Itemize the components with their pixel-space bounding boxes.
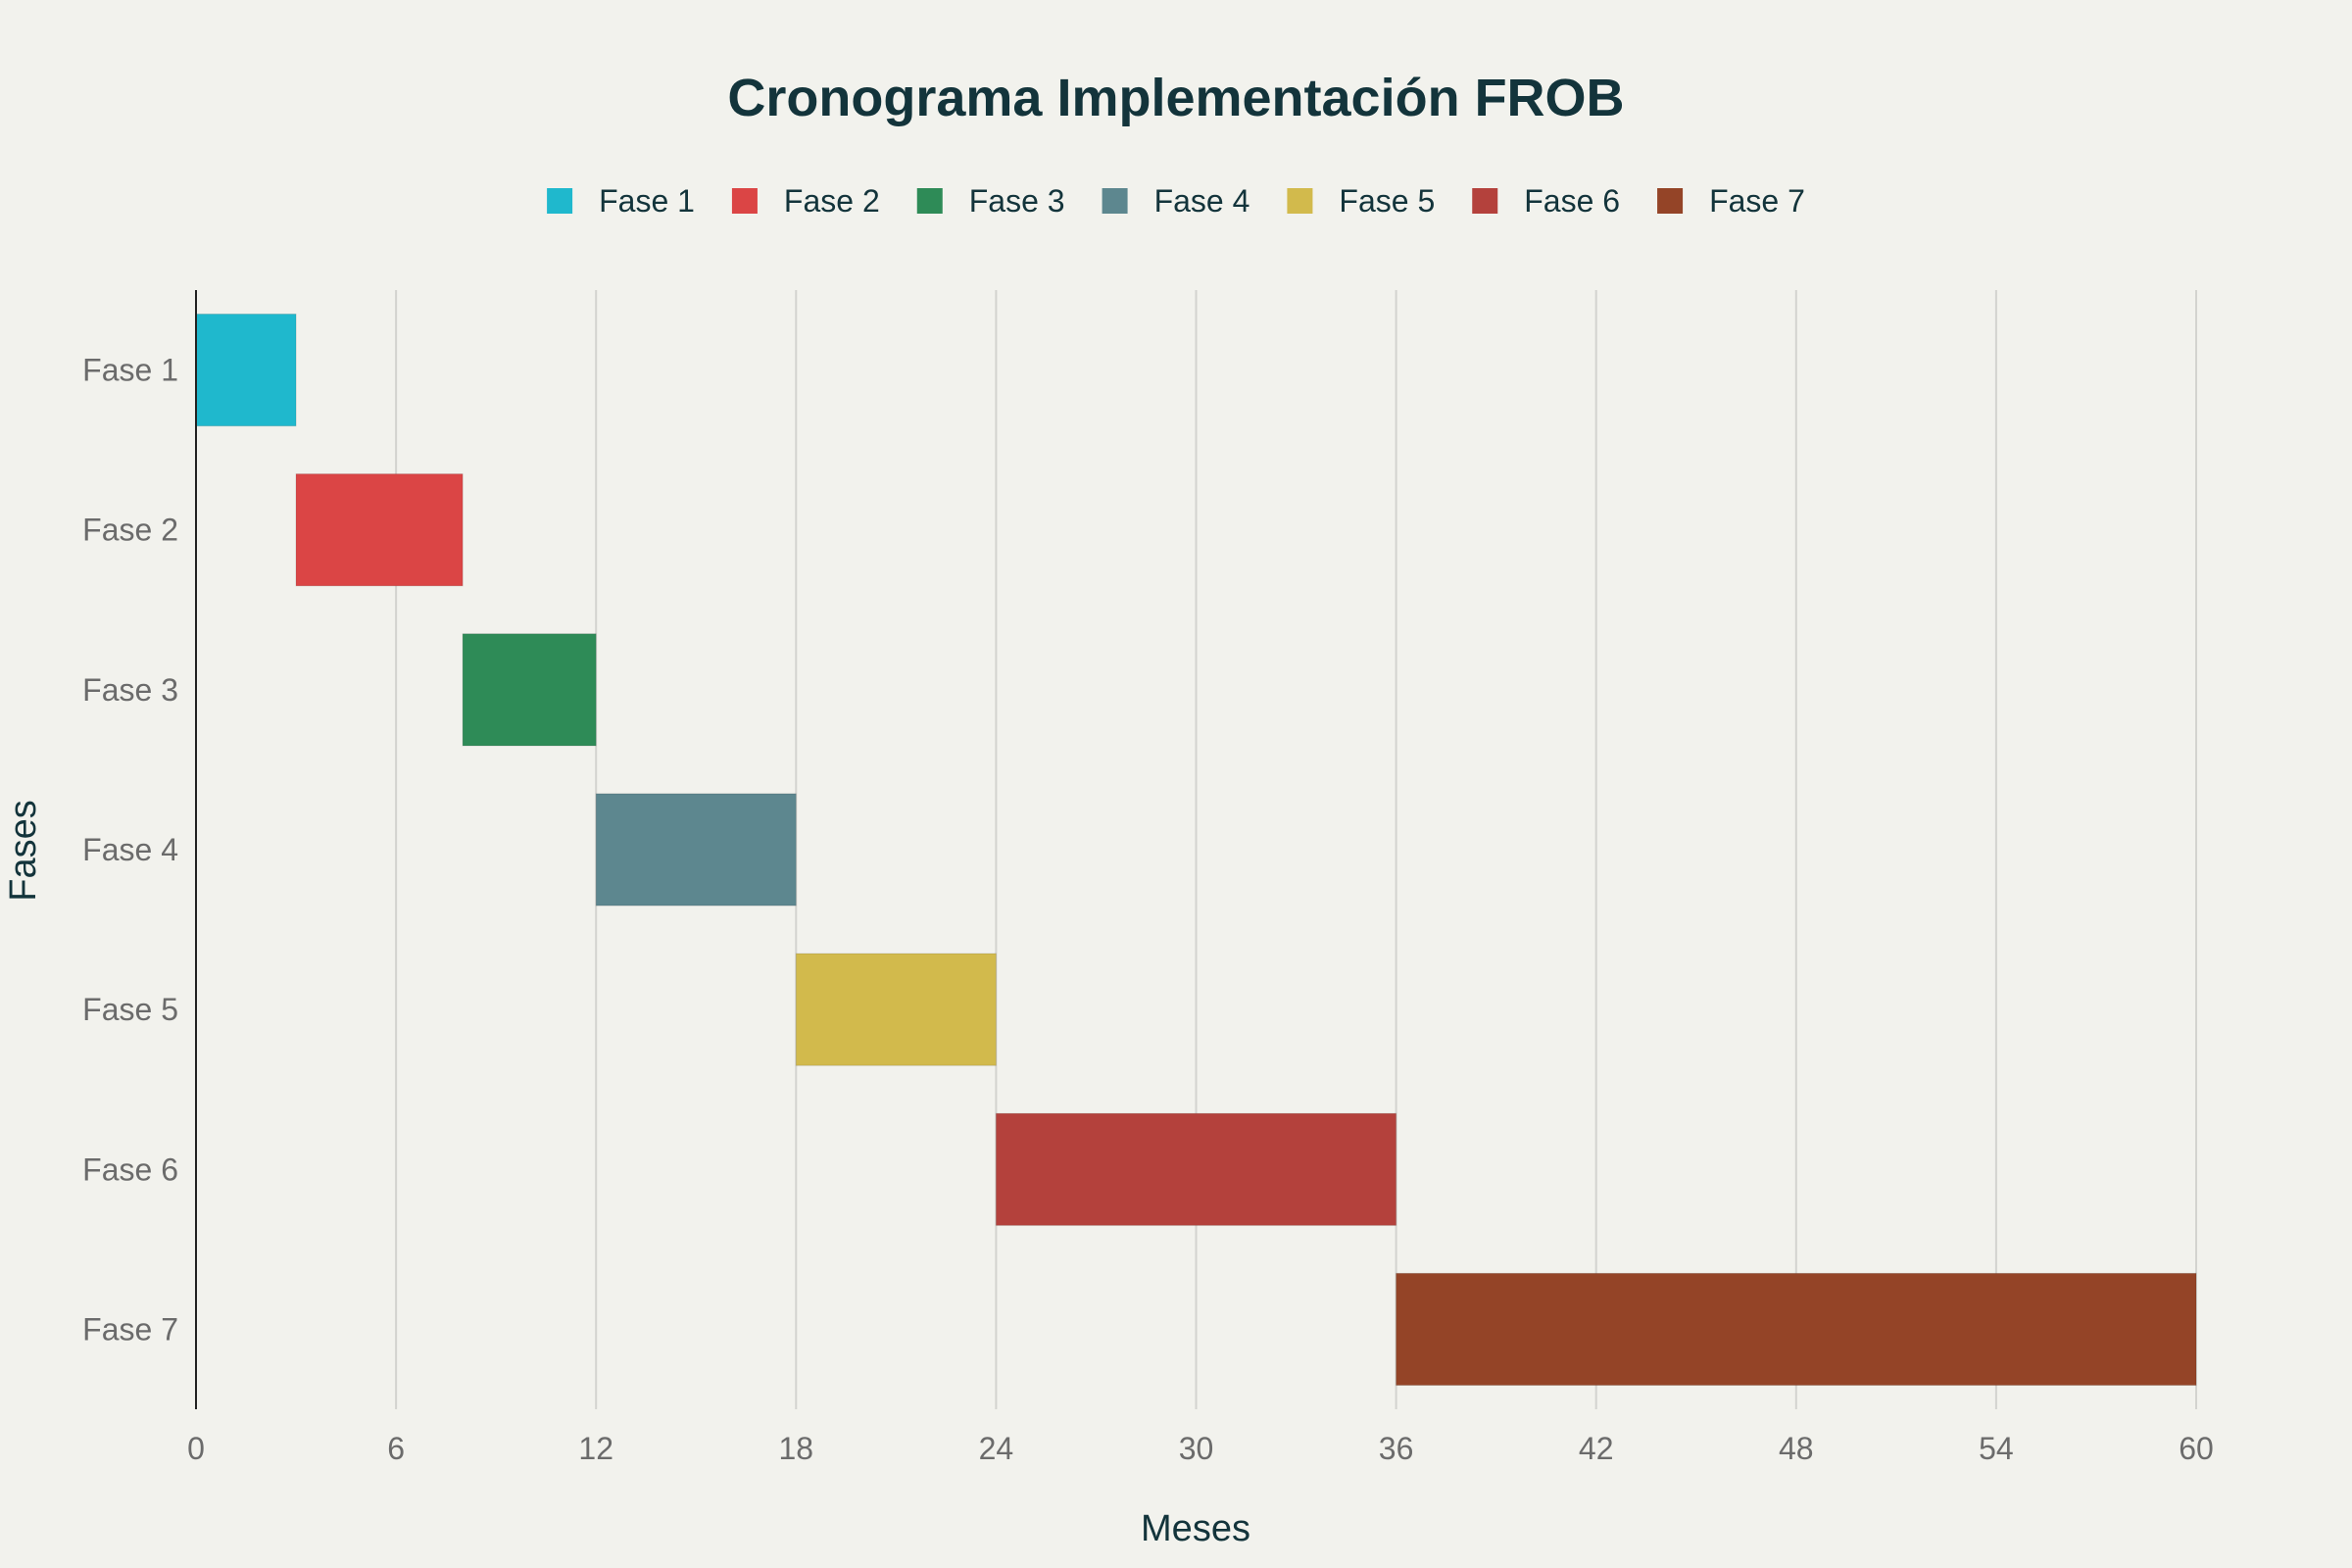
legend-item: Fase 2	[731, 183, 880, 219]
y-tick-label: Fase 1	[82, 353, 178, 388]
legend-swatch	[1102, 188, 1128, 214]
legend-swatch	[547, 188, 573, 214]
legend-label: Fase 1	[599, 183, 695, 219]
y-tick-label: Fase 6	[82, 1152, 178, 1187]
x-tick-label: 36	[1379, 1431, 1414, 1466]
legend-swatch	[1657, 188, 1684, 214]
x-axis-title: Meses	[1141, 1508, 1250, 1549]
gridlines	[395, 290, 2197, 1409]
legend-label: Fase 5	[1339, 183, 1435, 219]
legend-swatch	[916, 188, 943, 214]
y-tick-label: Fase 2	[82, 513, 178, 548]
gantt-bar	[295, 473, 464, 587]
gantt-bar	[595, 793, 797, 906]
legend-item: Fase 5	[1287, 183, 1435, 219]
x-tick-labels: 0 6 12 18 24 30 36 42 48 54 60	[187, 1431, 2214, 1466]
x-tick-label: 48	[1779, 1431, 1814, 1466]
legend-item: Fase 1	[547, 183, 695, 219]
gantt-bar	[795, 953, 997, 1066]
gantt-bar	[462, 633, 597, 747]
x-tick-label: 18	[779, 1431, 814, 1466]
legend: Fase 1 Fase 2 Fase 3 Fase 4 Fase 5 Fase 6 Fase…	[547, 183, 1805, 219]
x-tick-label: 30	[1179, 1431, 1214, 1466]
y-tick-labels: Fase 1 Fase 2 Fase 3 Fase 4 Fase 5 Fase 6 Fase…	[82, 353, 178, 1348]
x-tick-label: 54	[1979, 1431, 2014, 1466]
legend-swatch	[731, 188, 758, 214]
x-tick-label: 60	[2179, 1431, 2214, 1466]
chart-title: Cronograma Implementación FROB	[727, 69, 1624, 127]
legend-label: Fase 6	[1524, 183, 1620, 219]
x-tick-label: 0	[187, 1431, 205, 1466]
x-tick-label: 24	[979, 1431, 1014, 1466]
gantt-bar	[1396, 1272, 2197, 1387]
legend-item: Fase 6	[1472, 183, 1620, 219]
legend-label: Fase 4	[1154, 183, 1250, 219]
y-tick-label: Fase 3	[82, 672, 178, 708]
legend-swatch	[1472, 188, 1498, 214]
legend-label: Fase 7	[1709, 183, 1805, 219]
gantt-bar	[995, 1112, 1397, 1226]
y-tick-label: Fase 5	[82, 992, 178, 1027]
y-axis-title: Fases	[3, 800, 44, 901]
gantt-bar	[195, 313, 297, 427]
legend-label: Fase 3	[969, 183, 1065, 219]
legend-label: Fase 2	[784, 183, 880, 219]
x-tick-label: 42	[1579, 1431, 1614, 1466]
legend-item: Fase 7	[1657, 183, 1805, 219]
y-tick-label: Fase 7	[82, 1311, 178, 1347]
y-tick-label: Fase 4	[82, 832, 178, 867]
legend-item: Fase 4	[1102, 183, 1250, 219]
bars	[195, 313, 2197, 1387]
x-tick-label: 6	[387, 1431, 405, 1466]
x-tick-label: 12	[578, 1431, 613, 1466]
legend-item: Fase 3	[916, 183, 1065, 219]
legend-swatch	[1287, 188, 1313, 214]
